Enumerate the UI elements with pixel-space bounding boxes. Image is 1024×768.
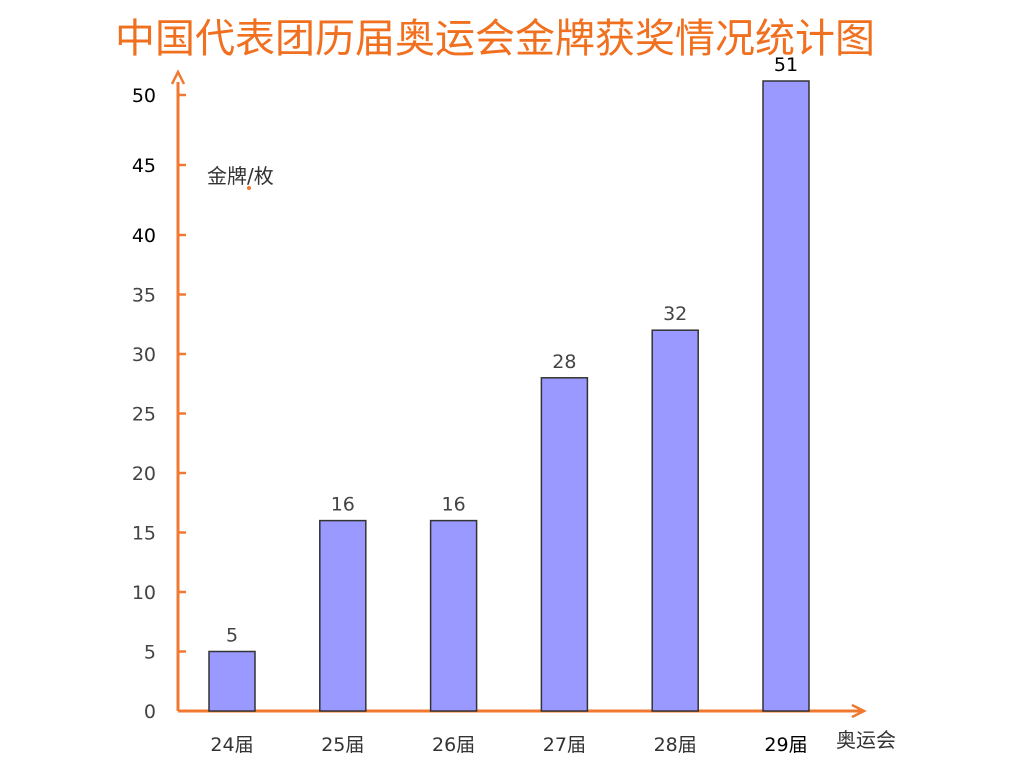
y-tick-label: 5 [144, 642, 156, 664]
y-tick-label: 45 [132, 155, 156, 177]
data-label: 51 [774, 54, 798, 76]
y-axis-title-dot [247, 186, 251, 190]
x-tick-label: 27届 [543, 734, 586, 756]
x-tick-label: 28届 [654, 734, 697, 756]
y-tick-label: 50 [132, 85, 156, 107]
y-axis-arrow [170, 69, 186, 85]
bar [208, 650, 256, 712]
x-tick-label: 25届 [321, 734, 364, 756]
x-tick-label: 26届 [432, 734, 475, 756]
chart-title: 中国代表团历届奥运会金牌获奖情况统计图 [115, 16, 875, 62]
x-axis-arrow [851, 703, 867, 719]
y-axis-title: 金牌/枚 [207, 164, 274, 188]
bar [762, 80, 810, 712]
x-axis-title: 奥运会 [836, 728, 896, 752]
y-tick-label: 15 [132, 523, 156, 545]
y-tick-label: 35 [132, 285, 156, 307]
y-tick-label: 20 [132, 463, 156, 485]
y-tick-label: 40 [132, 225, 156, 247]
y-tick-label: 0 [144, 701, 156, 723]
bar [651, 329, 699, 712]
x-tick-label: 29届 [764, 734, 807, 756]
bar [540, 377, 589, 712]
bar [429, 519, 478, 712]
x-tick-label: 24届 [210, 734, 253, 756]
data-label: 16 [442, 494, 466, 516]
y-tick-label: 10 [132, 582, 156, 604]
x-axis-ticks: 24届 25届 26届 27届 28届 29届 [210, 734, 807, 756]
axes [170, 69, 867, 719]
bars [208, 80, 810, 712]
data-label: 5 [226, 625, 238, 647]
data-label: 32 [663, 303, 687, 325]
data-label: 16 [331, 494, 355, 516]
bar [319, 519, 367, 712]
y-axis-ticks: 0 5 10 15 20 25 30 35 40 45 50 [132, 85, 186, 723]
data-labels: 5 16 16 28 32 51 [226, 54, 798, 647]
y-tick-label: 25 [132, 404, 156, 426]
data-label: 28 [552, 351, 576, 373]
y-tick-label: 30 [132, 344, 156, 366]
